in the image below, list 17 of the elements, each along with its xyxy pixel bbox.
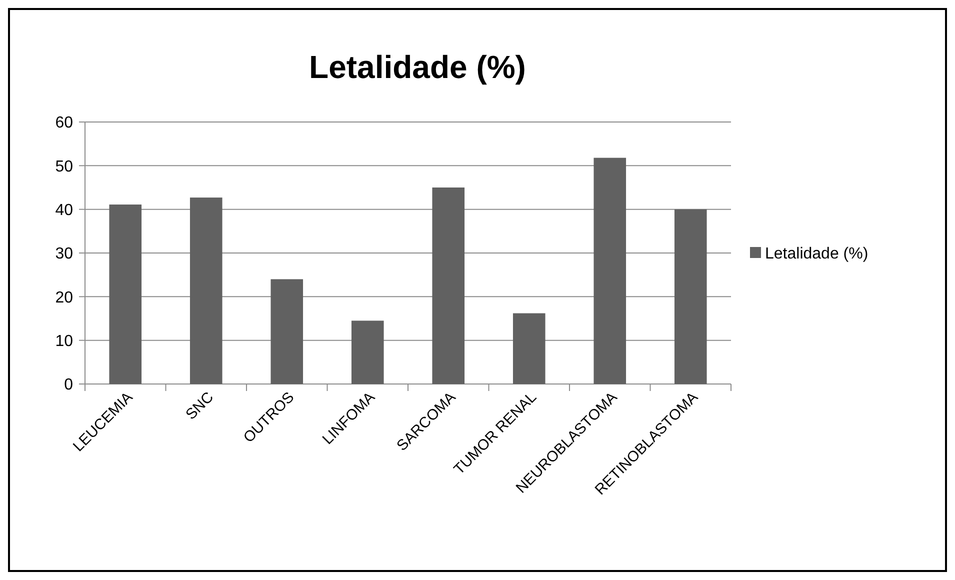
y-tick-label: 60 [55, 114, 74, 132]
bar [594, 158, 626, 384]
y-tick-label: 50 [55, 158, 74, 176]
bar [512, 313, 546, 384]
bar [674, 209, 707, 384]
bar [109, 204, 142, 384]
bar [351, 320, 384, 384]
y-tick-label: 0 [64, 376, 74, 394]
legend-label: Letalidade (%) [765, 246, 868, 263]
bar [190, 198, 222, 384]
bar [270, 279, 304, 384]
chart-title: Letalidade (%) [309, 49, 526, 85]
y-tick-label: 30 [55, 246, 74, 263]
y-tick-label: 40 [55, 202, 74, 219]
y-tick-label: 20 [55, 289, 74, 306]
y-tick-label: 10 [55, 332, 74, 350]
bar [432, 188, 465, 384]
